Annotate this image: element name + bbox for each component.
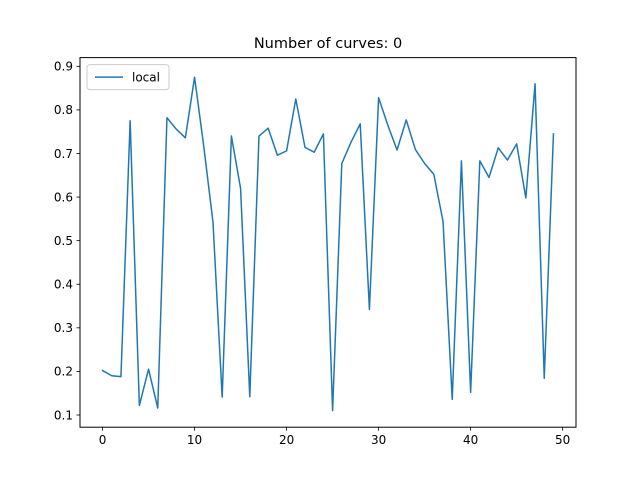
y-tick-label: 0.8 <box>54 103 73 117</box>
y-tick-label: 0.6 <box>54 190 73 204</box>
legend-box <box>86 64 170 91</box>
series-line-local <box>101 76 555 412</box>
x-tick-label: 10 <box>187 433 202 447</box>
y-tick-label: 0.9 <box>54 60 73 74</box>
y-tick-label: 0.5 <box>54 234 73 248</box>
x-tick-label: 20 <box>279 433 294 447</box>
y-tick-label: 0.1 <box>54 408 73 422</box>
y-tick-label: 0.2 <box>54 365 73 379</box>
y-tick-label: 0.4 <box>54 278 73 292</box>
y-tick-label: 0.3 <box>54 321 73 335</box>
legend-label: local <box>132 70 160 84</box>
y-tick-label: 0.7 <box>54 147 73 161</box>
chart-title: Number of curves: 0 <box>254 36 402 52</box>
plot-frame <box>79 57 577 428</box>
x-tick-label: 0 <box>99 433 107 447</box>
x-tick-label: 40 <box>463 433 478 447</box>
x-tick-label: 30 <box>371 433 386 447</box>
x-tick-label: 50 <box>555 433 570 447</box>
